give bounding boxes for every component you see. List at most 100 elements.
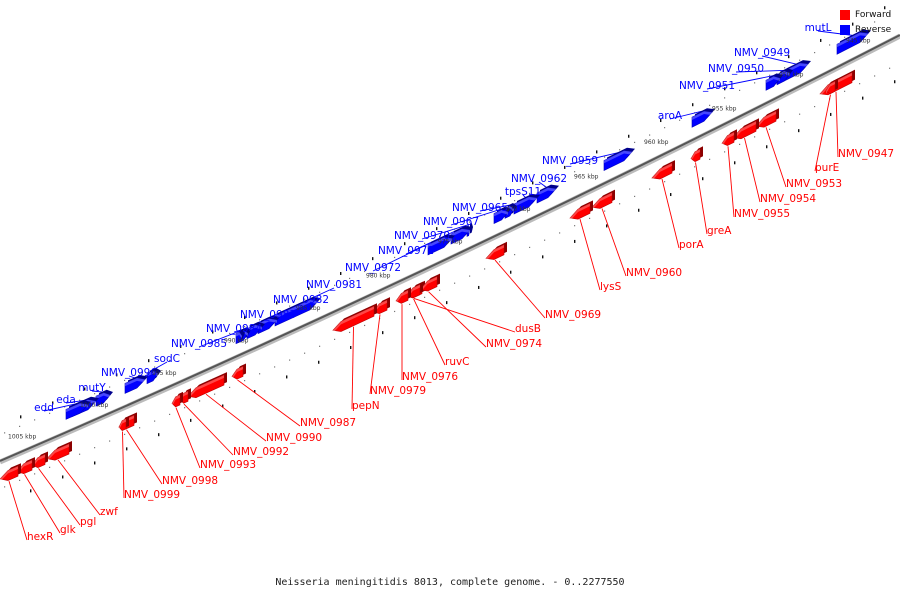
guide-dot — [784, 121, 786, 123]
gene-label-nmv-0992: NMV_0992 — [233, 446, 289, 458]
major-tick — [692, 103, 694, 107]
gene-label-grea: greA — [707, 225, 732, 237]
gene-label-nmv-0999: NMV_0999 — [124, 489, 180, 501]
guide-dot — [679, 119, 681, 121]
guide-dot — [64, 406, 66, 408]
gene-mutl-arrow[interactable] — [836, 29, 871, 55]
kbp-label: 1005 kbp — [8, 433, 36, 440]
guide-dot — [259, 319, 261, 321]
major-tick — [116, 373, 118, 377]
gene-label-nmv-0967: NMV_0967 — [423, 216, 479, 228]
gene-hexr-arrow[interactable] — [0, 463, 21, 482]
gene-nmv-0976-arrow[interactable] — [395, 287, 411, 304]
major-tick — [638, 208, 640, 212]
guide-dot — [724, 151, 726, 153]
guide-dot — [649, 134, 651, 136]
kbp-label: 970 kbp — [506, 206, 531, 213]
gene-nmv-0962-arrow[interactable] — [536, 184, 559, 204]
guide-dot — [709, 158, 711, 160]
gene-nmv-0959-arrow[interactable] — [603, 147, 635, 171]
gene-nmv-0949-arrow[interactable] — [783, 60, 811, 82]
kbp-label: 990 kbp — [224, 338, 249, 345]
guide-dot — [199, 400, 201, 402]
gene-label-nmv-0984: NMV_0984 — [206, 323, 262, 335]
guide-dot — [574, 225, 576, 227]
kbp-label: 965 kbp — [574, 173, 599, 180]
gene-label-aroa: aroA — [658, 110, 683, 122]
gene-label-nmv-0955: NMV_0955 — [734, 208, 790, 220]
gene-muty-arrow[interactable] — [95, 389, 113, 407]
gene-pure-arrow[interactable] — [825, 78, 838, 95]
guide-dot — [19, 479, 21, 481]
gene-label-ruvc: ruvC — [445, 356, 470, 368]
major-tick — [414, 316, 416, 320]
guide-dot — [499, 261, 501, 263]
gene-lyss-arrow[interactable] — [569, 200, 593, 221]
gene-nmv-0974-arrow[interactable] — [419, 273, 440, 293]
gene-aroa-arrow[interactable] — [691, 108, 715, 128]
gene-nmv-0969-arrow[interactable] — [485, 241, 507, 262]
gene-nmv-0954-arrow[interactable] — [732, 118, 759, 141]
gene-nmv-0955-arrow[interactable] — [721, 129, 737, 147]
guide-dot — [814, 51, 816, 54]
guide-dot — [244, 380, 246, 382]
gene-nmv-0971-arrow[interactable] — [450, 225, 473, 245]
gene-edd-arrow[interactable] — [65, 400, 91, 420]
legend-forward-label: Forward — [855, 10, 892, 20]
gene-nmv-0982-arrow[interactable] — [257, 315, 280, 335]
guide-dot — [169, 359, 171, 362]
major-tick — [276, 301, 278, 305]
guide-dot — [799, 59, 801, 61]
gene-label-nmv-0979: NMV_0979 — [370, 385, 426, 397]
kbp-label: 1000 kbp — [80, 402, 108, 409]
gene-nmv-0960-arrow[interactable] — [591, 189, 615, 211]
guide-dot — [154, 420, 156, 422]
gene-pora-arrow[interactable] — [651, 160, 675, 181]
gene-pgl-arrow[interactable] — [31, 451, 48, 468]
gene-nmv-0953-arrow[interactable] — [755, 108, 779, 130]
major-tick — [62, 475, 64, 479]
gene-label-edd: edd — [34, 402, 54, 414]
major-tick — [766, 145, 768, 149]
gene-nmv-0972-arrow[interactable] — [427, 234, 455, 256]
major-tick — [734, 161, 736, 165]
guide-dot — [214, 393, 216, 395]
gene-nmv-0981-arrow[interactable] — [274, 296, 321, 327]
gene-sodc-arrow[interactable] — [146, 367, 161, 385]
major-tick — [852, 22, 854, 26]
gene-pepn-arrow[interactable] — [332, 303, 377, 334]
gene-grea-arrow[interactable] — [690, 146, 703, 163]
reverse-swatch — [840, 25, 850, 35]
major-tick — [52, 401, 54, 405]
guide-dot — [109, 386, 111, 388]
gene-label-nmv-0985: NMV_0985 — [171, 338, 227, 350]
gene-nmv-0983-arrow[interactable] — [246, 321, 265, 340]
gene-nmv-0967-arrow[interactable] — [493, 206, 511, 225]
guide-dot — [604, 156, 606, 158]
gene-zwf-arrow[interactable] — [46, 441, 72, 462]
gene-tpss11-arrow[interactable] — [513, 193, 540, 215]
gene-nmv-0951-arrow[interactable] — [765, 73, 783, 91]
guide-dot — [739, 89, 741, 91]
guide-dot — [139, 373, 141, 375]
gene-label-tpss11: tpsS11 — [505, 186, 541, 198]
guide-dot — [859, 83, 861, 85]
major-tick — [404, 242, 406, 246]
guide-dot — [124, 379, 126, 382]
legend-forward: Forward — [840, 9, 891, 21]
gene-nmv-0987-arrow[interactable] — [231, 363, 246, 380]
guide-dot — [64, 460, 66, 462]
major-tick — [606, 224, 608, 228]
gene-nmv-0985-arrow[interactable] — [235, 329, 245, 345]
major-tick — [436, 227, 438, 231]
gene-nmv-0993-arrow[interactable] — [171, 391, 183, 408]
guide-dot — [304, 298, 306, 300]
gene-label-nmv-0971: NMV_0971 — [378, 245, 434, 257]
gene-nmv-0990-arrow[interactable] — [187, 372, 227, 400]
major-tick — [542, 255, 544, 259]
gene-nmv-0996-arrow[interactable] — [124, 375, 148, 394]
guide-dot — [289, 359, 291, 361]
guide-dot — [724, 97, 726, 99]
major-tick — [532, 181, 534, 185]
gene-nmv-0999-arrow[interactable] — [118, 415, 129, 432]
